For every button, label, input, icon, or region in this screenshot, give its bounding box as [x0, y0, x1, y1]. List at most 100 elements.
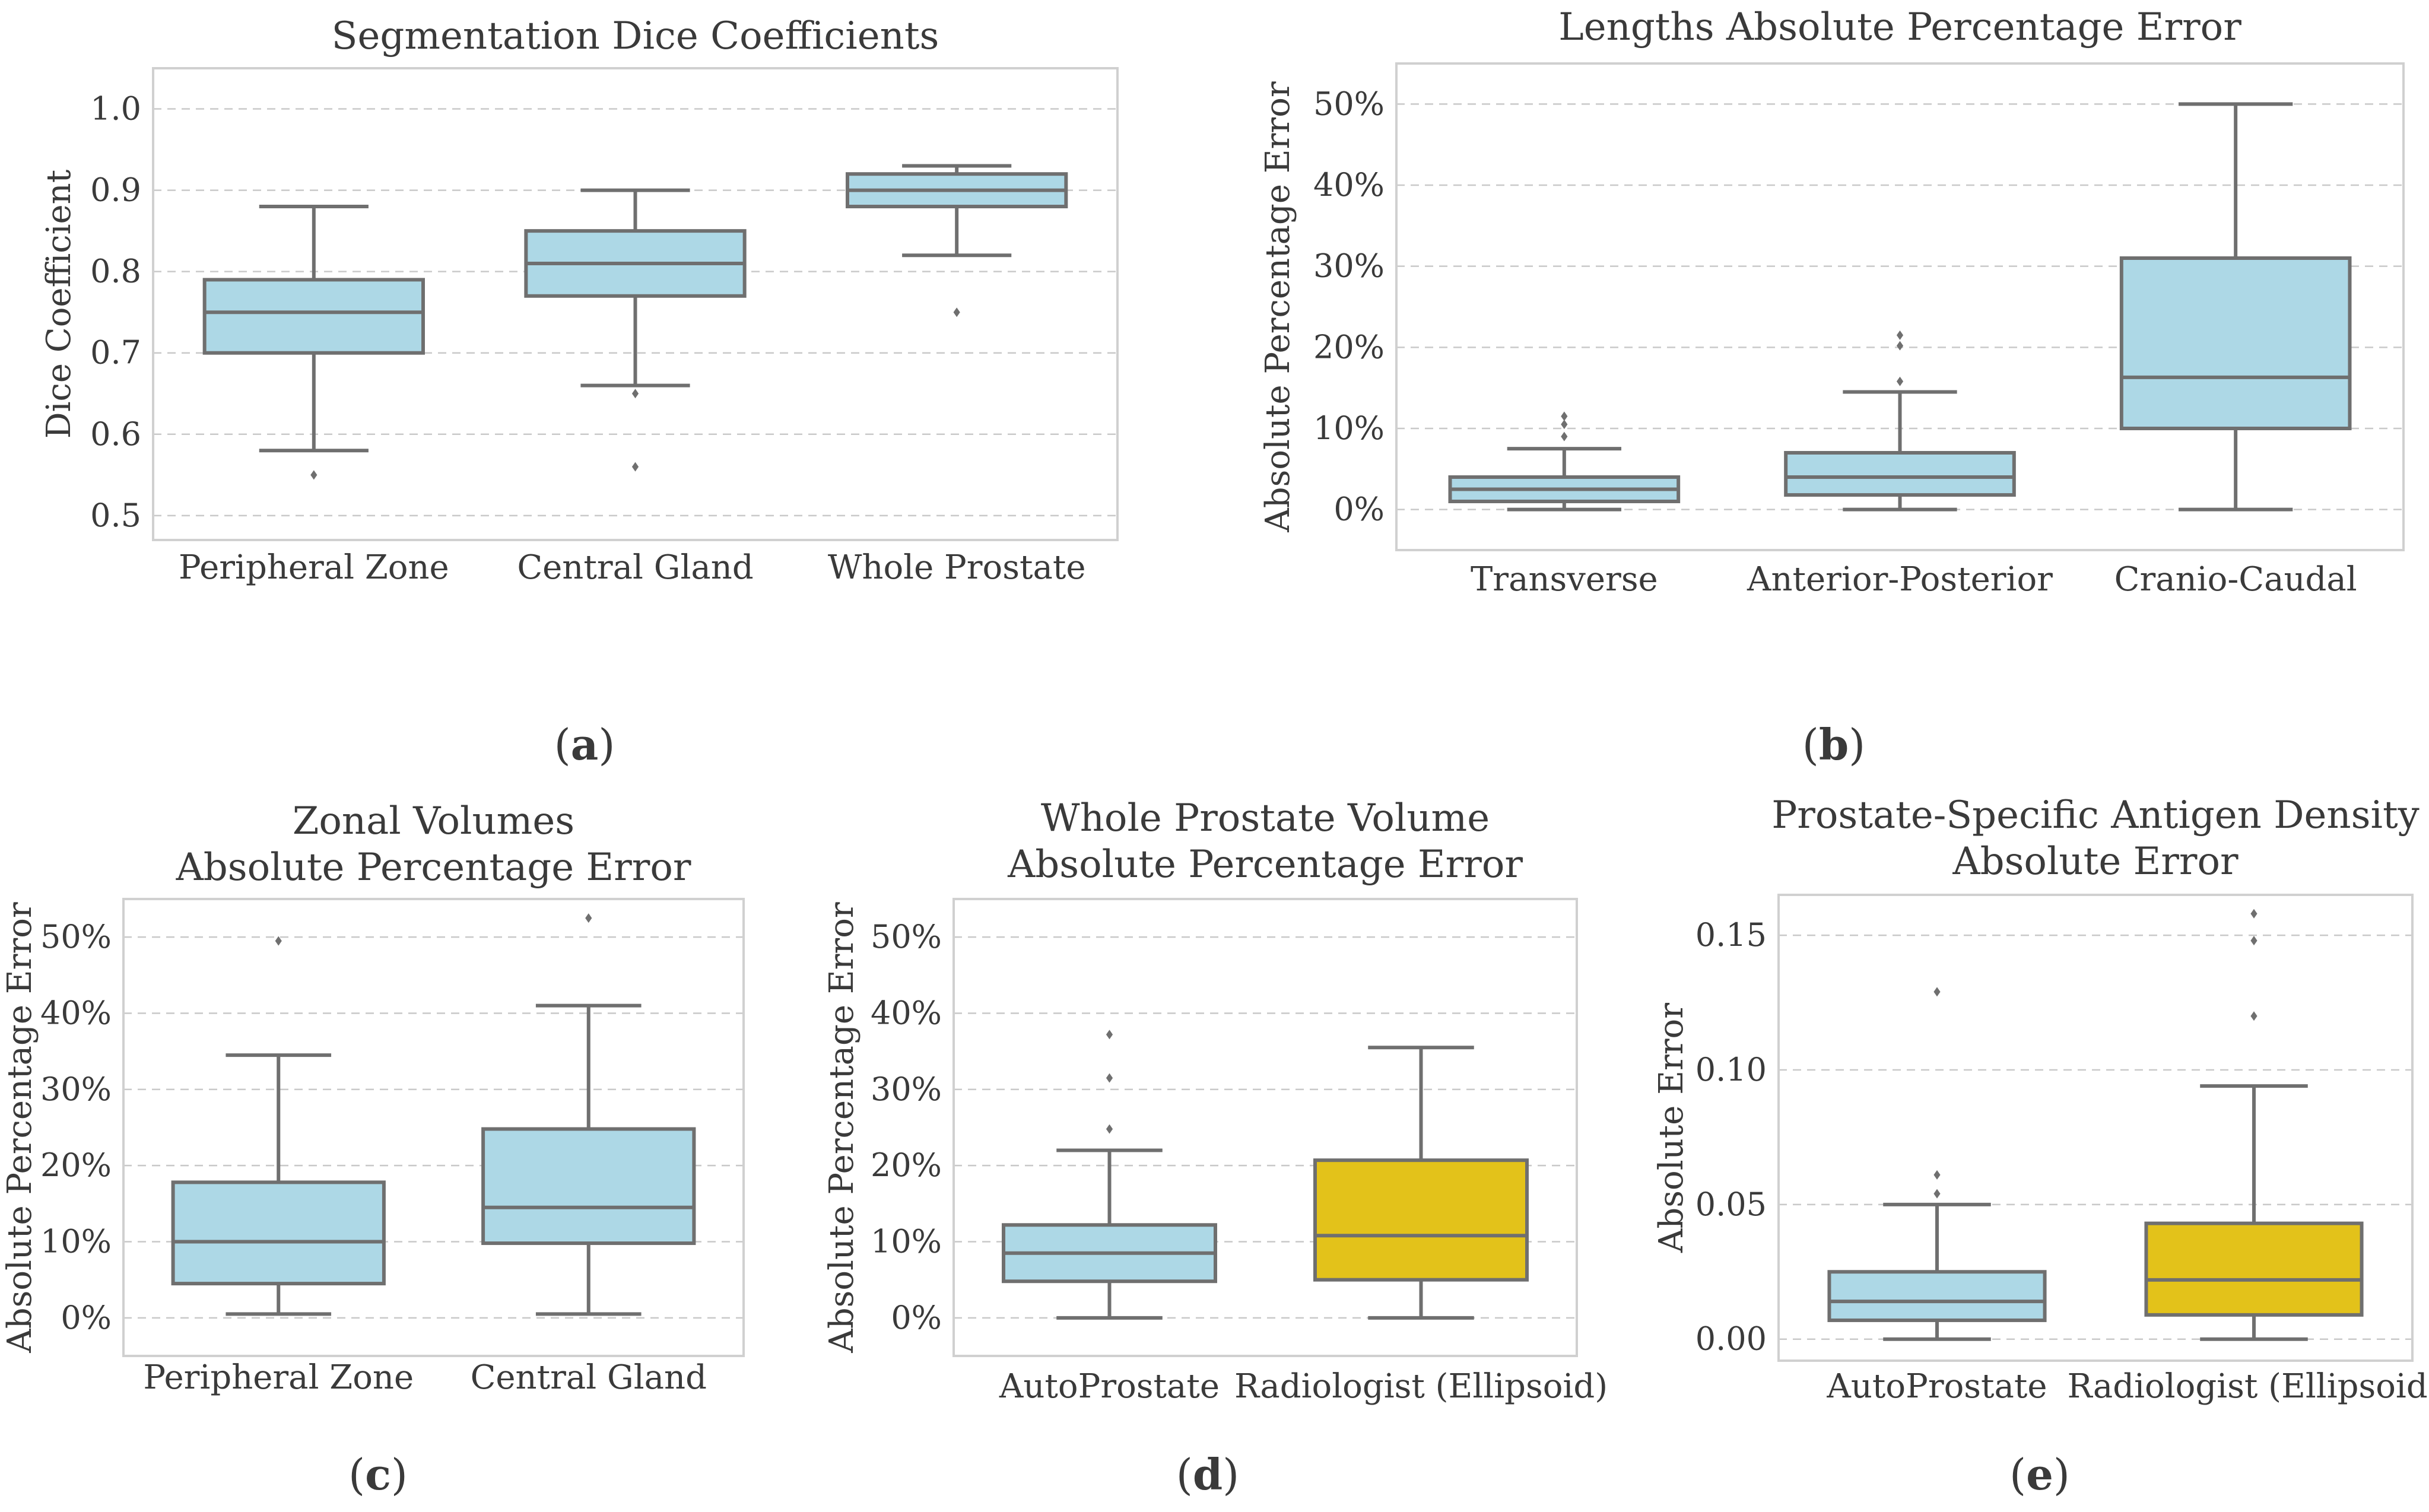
y-tick-label: 0.10 — [1695, 1051, 1767, 1088]
outlier-point — [2250, 1011, 2257, 1021]
y-tick-label: 0.6 — [90, 415, 141, 453]
y-tick-label: 0.5 — [90, 497, 141, 534]
outlier-point — [1561, 431, 1568, 441]
box-peripheral-zone — [171, 936, 386, 1316]
iqr-box — [202, 278, 425, 355]
y-axis-label: Absolute Percentage Error — [1, 902, 39, 1354]
y-tick-label: 40% — [1313, 166, 1385, 204]
box-cranio-caudal — [2119, 102, 2352, 512]
y-tick-label: 30% — [40, 1071, 112, 1108]
outlier-point — [1933, 1189, 1941, 1199]
chart-title: Absolute Percentage Error — [1007, 843, 1523, 887]
iqr-box — [2144, 1221, 2364, 1317]
x-tick-label: Central Gland — [471, 1358, 707, 1397]
chart-panel-a: Segmentation Dice Coefficients 0.5 0.6 0.7 0… — [40, 14, 1119, 770]
outlier-point — [953, 307, 960, 317]
y-tick-label: 10% — [1313, 409, 1385, 447]
x-tick-label: Whole Prostate — [828, 548, 1086, 587]
y-tick-label: 50% — [1313, 85, 1385, 122]
plot-frame — [1395, 62, 2405, 551]
x-tick-label: Peripheral Zone — [179, 548, 449, 587]
outlier-point — [1933, 1170, 1941, 1180]
chart-title: Prostate-Specific Antigen Density — [1771, 793, 2420, 837]
outlier-point — [275, 936, 282, 946]
y-tick-label: 40% — [40, 995, 112, 1032]
y-tick-label: 0.7 — [90, 334, 141, 371]
y-tick-label: 0.00 — [1695, 1320, 1767, 1358]
box-autoprostate — [1002, 1030, 1217, 1320]
box-radiologist-ellipsoid — [2144, 909, 2364, 1341]
chart-title: Absolute Percentage Error — [176, 846, 691, 890]
y-axis-label: Absolute Error — [1652, 1003, 1691, 1253]
outlier-point — [2250, 909, 2257, 919]
box-autoprostate — [1827, 987, 2047, 1341]
chart-panel-e: Prostate-Specific Antigen DensityAbsolut… — [1652, 793, 2429, 1500]
chart-title: Lengths Absolute Percentage Error — [1558, 5, 2241, 49]
x-tick-label: Anterior-Posterior — [1747, 560, 2053, 599]
iqr-box — [2119, 256, 2352, 430]
y-tick-label: 0% — [891, 1299, 942, 1336]
x-tick-label: Transverse — [1471, 560, 1658, 599]
y-tick-label: 20% — [871, 1146, 942, 1184]
outlier-point — [1106, 1030, 1113, 1040]
panel-label: (b) — [1802, 719, 1866, 770]
box-central-gland — [524, 188, 747, 472]
panel-label: (d) — [1176, 1449, 1240, 1500]
x-tick-label: Central Gland — [517, 548, 753, 587]
x-tick-label: Peripheral Zone — [143, 1358, 414, 1397]
y-tick-label: 0% — [61, 1299, 112, 1336]
iqr-box — [1827, 1270, 2047, 1322]
box-central-gland — [481, 913, 696, 1316]
chart-title: Zonal Volumes — [293, 799, 574, 843]
outlier-point — [1561, 411, 1568, 421]
y-tick-label: 40% — [871, 995, 942, 1032]
y-tick-label: 30% — [1313, 247, 1385, 285]
panel-label: (e) — [2009, 1449, 2070, 1500]
y-tick-label: 1.0 — [90, 90, 141, 128]
outlier-point — [2250, 936, 2257, 946]
x-tick-label: Radiologist (Ellipsoid) — [1234, 1367, 1608, 1406]
outlier-point — [1896, 330, 1904, 340]
x-tick-label: Radiologist (Ellipsoid) — [2067, 1367, 2429, 1406]
y-tick-label: 10% — [40, 1223, 112, 1260]
outlier-point — [1933, 987, 1941, 997]
y-tick-label: 0.8 — [90, 253, 141, 290]
y-tick-label: 0% — [1333, 491, 1385, 528]
iqr-box — [1313, 1158, 1529, 1282]
outlier-point — [1106, 1124, 1113, 1134]
plot-frame — [952, 898, 1578, 1357]
panel-label: (a) — [554, 719, 615, 770]
chart-title: Segmentation Dice Coefficients — [332, 14, 939, 58]
y-axis-label: Dice Coefficient — [40, 169, 78, 439]
x-tick-label: AutoProstate — [999, 1367, 1220, 1406]
outlier-point — [585, 913, 592, 923]
y-tick-label: 0.05 — [1695, 1186, 1767, 1223]
outlier-point — [631, 462, 639, 472]
y-axis-label: Absolute Percentage Error — [1259, 81, 1297, 533]
y-tick-label: 0.9 — [90, 171, 141, 209]
box-transverse — [1448, 411, 1681, 512]
plot-frame — [152, 67, 1119, 541]
plot-frame — [122, 898, 745, 1357]
box-radiologist-ellipsoid — [1313, 1046, 1529, 1320]
outlier-point — [1896, 376, 1904, 386]
panel-label: (c) — [348, 1449, 408, 1500]
chart-title: Absolute Error — [1952, 840, 2239, 884]
iqr-box — [1784, 451, 2016, 497]
y-tick-label: 50% — [40, 918, 112, 955]
iqr-box — [481, 1127, 696, 1246]
box-anterior-posterior — [1784, 330, 2016, 512]
chart-panel-b: Lengths Absolute Percentage Error 0% 10% 20… — [1259, 5, 2405, 770]
y-tick-label: 20% — [40, 1146, 112, 1184]
x-tick-label: AutoProstate — [1826, 1367, 2047, 1406]
box-peripheral-zone — [202, 205, 425, 480]
outlier-point — [310, 470, 317, 480]
outlier-point — [631, 389, 639, 399]
y-axis-label: Absolute Percentage Error — [823, 902, 861, 1354]
outlier-point — [1896, 341, 1904, 351]
chart-title: Whole Prostate Volume — [1041, 796, 1490, 840]
plot-frame — [1777, 894, 2414, 1362]
outlier-point — [1561, 420, 1568, 430]
